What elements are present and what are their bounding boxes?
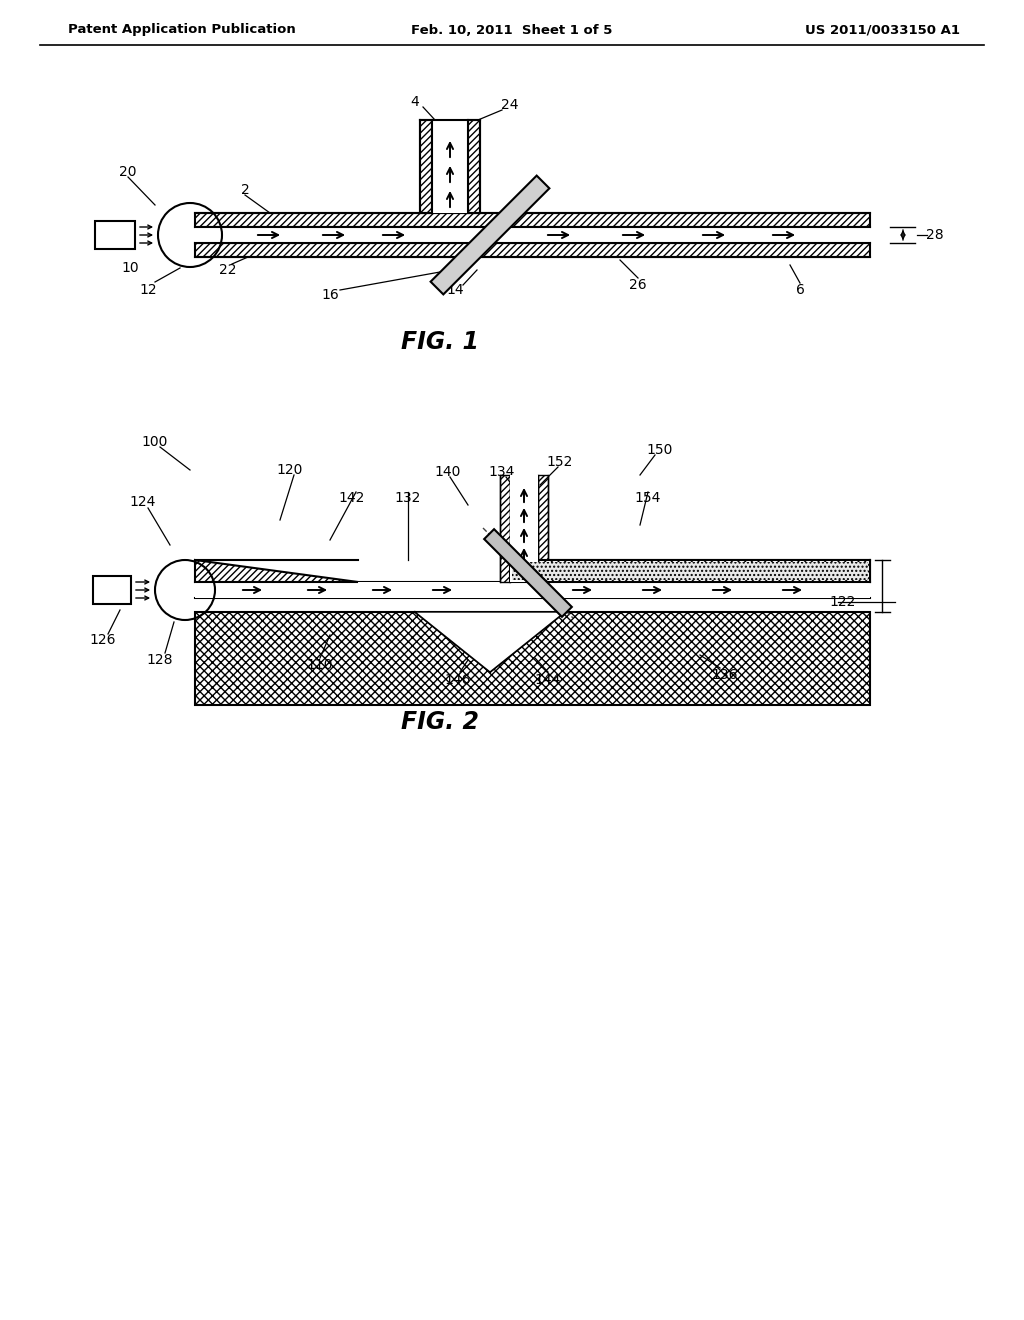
Polygon shape	[484, 529, 571, 616]
Text: 154: 154	[635, 491, 662, 506]
Text: 100: 100	[141, 436, 168, 449]
Bar	[195, 612, 870, 705]
Text: 124: 124	[130, 495, 157, 510]
Polygon shape	[431, 176, 550, 294]
Text: 136: 136	[712, 668, 738, 682]
Bar	[510, 475, 538, 582]
Bar	[500, 475, 510, 582]
Text: 146: 146	[444, 673, 471, 686]
Bar	[93, 576, 131, 605]
Bar	[512, 562, 868, 579]
Text: 20: 20	[119, 165, 137, 180]
Text: 4: 4	[411, 95, 420, 110]
Text: 10: 10	[121, 261, 139, 275]
Text: 14: 14	[446, 282, 464, 297]
Text: FIG. 2: FIG. 2	[401, 710, 479, 734]
Bar	[95, 220, 135, 249]
Text: 142: 142	[339, 491, 366, 506]
Text: 144: 144	[535, 673, 561, 686]
Text: 28: 28	[926, 228, 944, 242]
Text: 110: 110	[307, 657, 333, 672]
Bar	[432, 120, 468, 213]
Text: FIG. 1: FIG. 1	[401, 330, 479, 354]
Text: Patent Application Publication: Patent Application Publication	[68, 24, 296, 37]
Text: 24: 24	[502, 98, 519, 112]
Text: 128: 128	[146, 653, 173, 667]
Text: 150: 150	[647, 444, 673, 457]
Bar	[468, 120, 480, 213]
Text: 132: 132	[395, 491, 421, 506]
Text: 120: 120	[276, 463, 303, 477]
Bar	[538, 475, 548, 582]
Text: 6: 6	[796, 282, 805, 297]
Text: US 2011/0033150 A1: US 2011/0033150 A1	[805, 24, 961, 37]
Text: 140: 140	[435, 465, 461, 479]
Text: 22: 22	[219, 263, 237, 277]
Bar	[195, 243, 870, 257]
Polygon shape	[195, 560, 358, 582]
Text: 134: 134	[488, 465, 515, 479]
Text: 16: 16	[322, 288, 339, 302]
Text: 26: 26	[629, 279, 647, 292]
Bar	[195, 582, 870, 598]
Bar	[195, 227, 870, 243]
Text: Feb. 10, 2011  Sheet 1 of 5: Feb. 10, 2011 Sheet 1 of 5	[412, 24, 612, 37]
Polygon shape	[415, 612, 565, 672]
Bar	[510, 560, 870, 582]
Bar	[195, 213, 870, 227]
Text: 12: 12	[139, 282, 157, 297]
Text: 2: 2	[241, 183, 250, 197]
Text: 126: 126	[90, 634, 117, 647]
Text: 122: 122	[829, 595, 856, 609]
Bar	[420, 120, 432, 213]
Text: 152: 152	[547, 455, 573, 469]
